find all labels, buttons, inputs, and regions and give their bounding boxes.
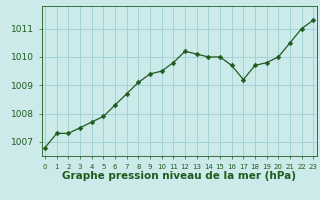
X-axis label: Graphe pression niveau de la mer (hPa): Graphe pression niveau de la mer (hPa)	[62, 171, 296, 181]
